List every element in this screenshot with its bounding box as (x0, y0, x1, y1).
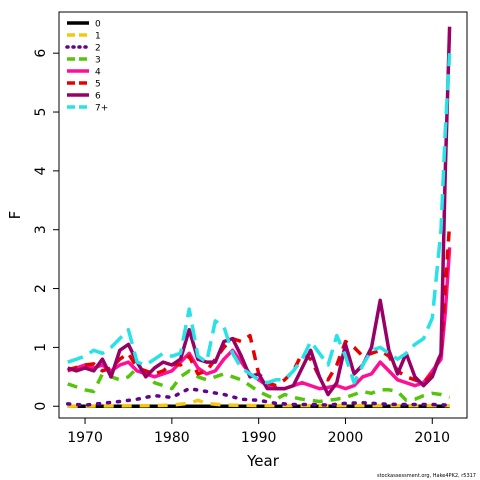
x-axis-title: Year (246, 452, 280, 470)
x-tick-label: 2000 (328, 430, 364, 446)
series-line-3 (67, 366, 451, 404)
series-line-5 (67, 223, 452, 388)
y-tick-label: 3 (33, 225, 49, 234)
legend-label-4: 4 (95, 68, 101, 78)
x-tick-label: 1980 (154, 430, 190, 446)
x-tick-label: 2010 (414, 430, 450, 446)
legend: 0 1 2 3 4 5 6 7+ (65, 20, 108, 114)
legend-label-0: 0 (95, 20, 101, 30)
legend-label-5: 5 (95, 80, 101, 90)
series-layer (65, 26, 452, 408)
series-line-6 (67, 26, 452, 397)
legend-label-1: 1 (95, 32, 101, 42)
x-axis: 1970 1980 1990 2000 2010 (67, 418, 450, 446)
x-tick-label: 1970 (67, 430, 103, 446)
legend-label-3: 3 (95, 56, 101, 66)
footer-credit: stockassessment.org, Hake4PK2, r5317 (377, 473, 476, 479)
legend-label-6: 6 (95, 92, 101, 102)
y-tick-label: 1 (33, 343, 49, 352)
y-tick-label: 6 (33, 49, 49, 58)
series-line-2 (65, 386, 452, 407)
y-tick-label: 4 (33, 166, 49, 175)
y-axis-title: F (6, 211, 24, 220)
y-tick-label: 0 (33, 402, 49, 411)
y-tick-label: 2 (33, 284, 49, 293)
legend-label-7plus: 7+ (95, 104, 108, 114)
legend-label-2: 2 (95, 44, 101, 54)
y-tick-label: 5 (33, 108, 49, 117)
y-axis: 0 1 2 3 4 5 6 (33, 49, 59, 411)
plot-frame (58, 11, 468, 419)
x-tick-label: 1990 (241, 430, 277, 446)
